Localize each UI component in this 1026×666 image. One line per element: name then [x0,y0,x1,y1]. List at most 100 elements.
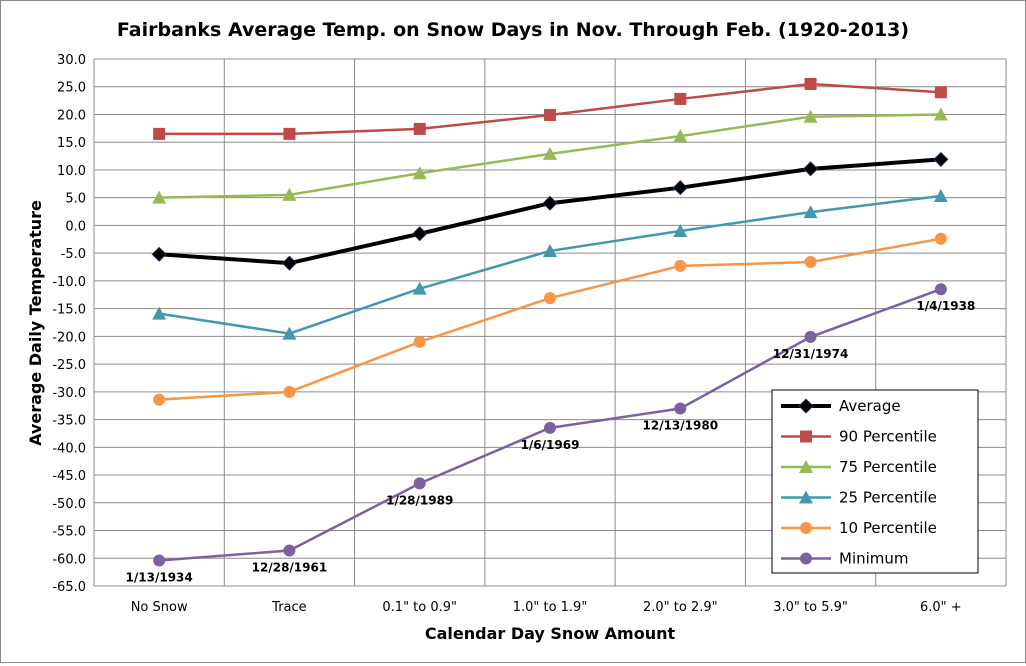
data-point [674,402,687,415]
data-point [803,109,818,123]
data-point [543,243,557,257]
legend-label: 10 Percentile [839,519,937,537]
x-tick-label: 3.0" to 5.9" [773,600,848,615]
x-tick-label: 0.1" to 0.9" [382,600,457,615]
y-tick-label: -5.0 [61,247,86,262]
y-tick-label: -45.0 [52,469,86,484]
data-point [153,393,166,406]
data-point [933,151,949,167]
y-tick-label: -40.0 [52,441,86,456]
legend-box [771,389,979,574]
data-point [283,127,296,140]
data-point [674,259,687,272]
data-point [674,92,687,105]
y-tick-label: -60.0 [52,552,86,567]
data-point [413,477,426,490]
y-tick-label: 15.0 [57,136,86,151]
legend-marker [799,490,813,504]
data-point [151,246,167,262]
data-point [933,189,948,203]
data-point [281,255,297,271]
y-tick-label: 20.0 [57,108,86,123]
legend-label: Average [839,397,901,415]
data-point [544,109,556,122]
data-point [413,335,426,348]
data-point [282,326,297,340]
data-point [934,86,947,99]
series-average [151,151,949,271]
data-point [803,161,819,177]
data-point [542,195,558,211]
data-point [283,385,296,398]
y-tick-label: 0.0 [65,219,86,234]
legend-marker [800,552,812,565]
legend-label: Minimum [839,550,909,568]
y-tick-label: -10.0 [52,275,86,290]
series-75-percentile [152,107,948,204]
data-point [283,544,296,557]
data-point [934,283,947,296]
series-minimum: 1/13/1934 12/28/1961 1/28/1989 1/6/1969 12/1… [126,283,975,584]
data-point [934,232,947,245]
data-label: 12/13/1980 [643,418,719,432]
data-point [673,129,688,143]
legend-marker [800,430,812,443]
series-90-percentile [153,77,947,140]
series-25-percentile [152,189,948,340]
data-point [544,292,556,305]
y-tick-label: -35.0 [52,414,86,429]
data-point [673,223,688,237]
legend-marker [798,398,814,414]
data-point [153,554,166,567]
data-point [804,330,817,343]
x-axis-label: Calendar Day Snow Amount [425,624,676,643]
y-tick-label: -30.0 [52,386,86,401]
data-label: 1/4/1938 [916,299,975,313]
data-point [543,146,557,160]
legend-label: 75 Percentile [839,458,937,476]
data-point [933,107,948,121]
data-label: 12/31/1974 [773,347,849,361]
legend-marker [800,522,812,534]
series-line [159,82,941,136]
y-tick-label: -15.0 [52,303,86,318]
data-point [804,77,817,90]
data-label: 1/6/1969 [521,438,580,452]
data-point [282,187,297,201]
legend-label: 25 Percentile [839,489,937,507]
data-point [803,205,818,219]
y-tick-label: -55.0 [52,525,86,540]
data-point [152,306,167,320]
data-label: 1/13/1934 [126,570,193,584]
x-tick-label: 2.0" to 2.9" [643,600,718,615]
data-point [152,190,167,204]
chart-title: Fairbanks Average Temp. on Snow Days in … [117,19,909,41]
y-tick-label: -25.0 [52,358,86,373]
y-tick-label: -65.0 [52,580,86,595]
data-point [412,281,427,295]
legend-marker [799,460,813,473]
y-tick-label: 30.0 [57,53,86,68]
y-tick-label: -50.0 [52,497,86,512]
y-tick-label: -20.0 [52,330,86,345]
x-tick-label: No Snow [131,600,188,615]
data-point [412,166,427,180]
legend: Average 90 Percentile 75 Percentile 25 Perc… [771,389,979,574]
data-point [804,256,817,269]
data-point [153,127,166,140]
y-tick-label: 25.0 [57,81,86,96]
x-tick-label: Trace [271,600,307,615]
series-line [158,194,942,335]
x-tick-label: 6.0" + [920,600,962,615]
y-tick-label: 10.0 [57,164,86,179]
x-tick-label: 1.0" to 1.9" [513,600,588,615]
data-point [412,226,428,242]
data-point [544,421,556,434]
series-10-percentile [153,232,947,406]
data-point [413,122,426,135]
legend-label: 90 Percentile [839,428,937,446]
y-axis-label: Average Daily Temperature [26,200,45,446]
data-label: 1/28/1989 [386,493,453,507]
